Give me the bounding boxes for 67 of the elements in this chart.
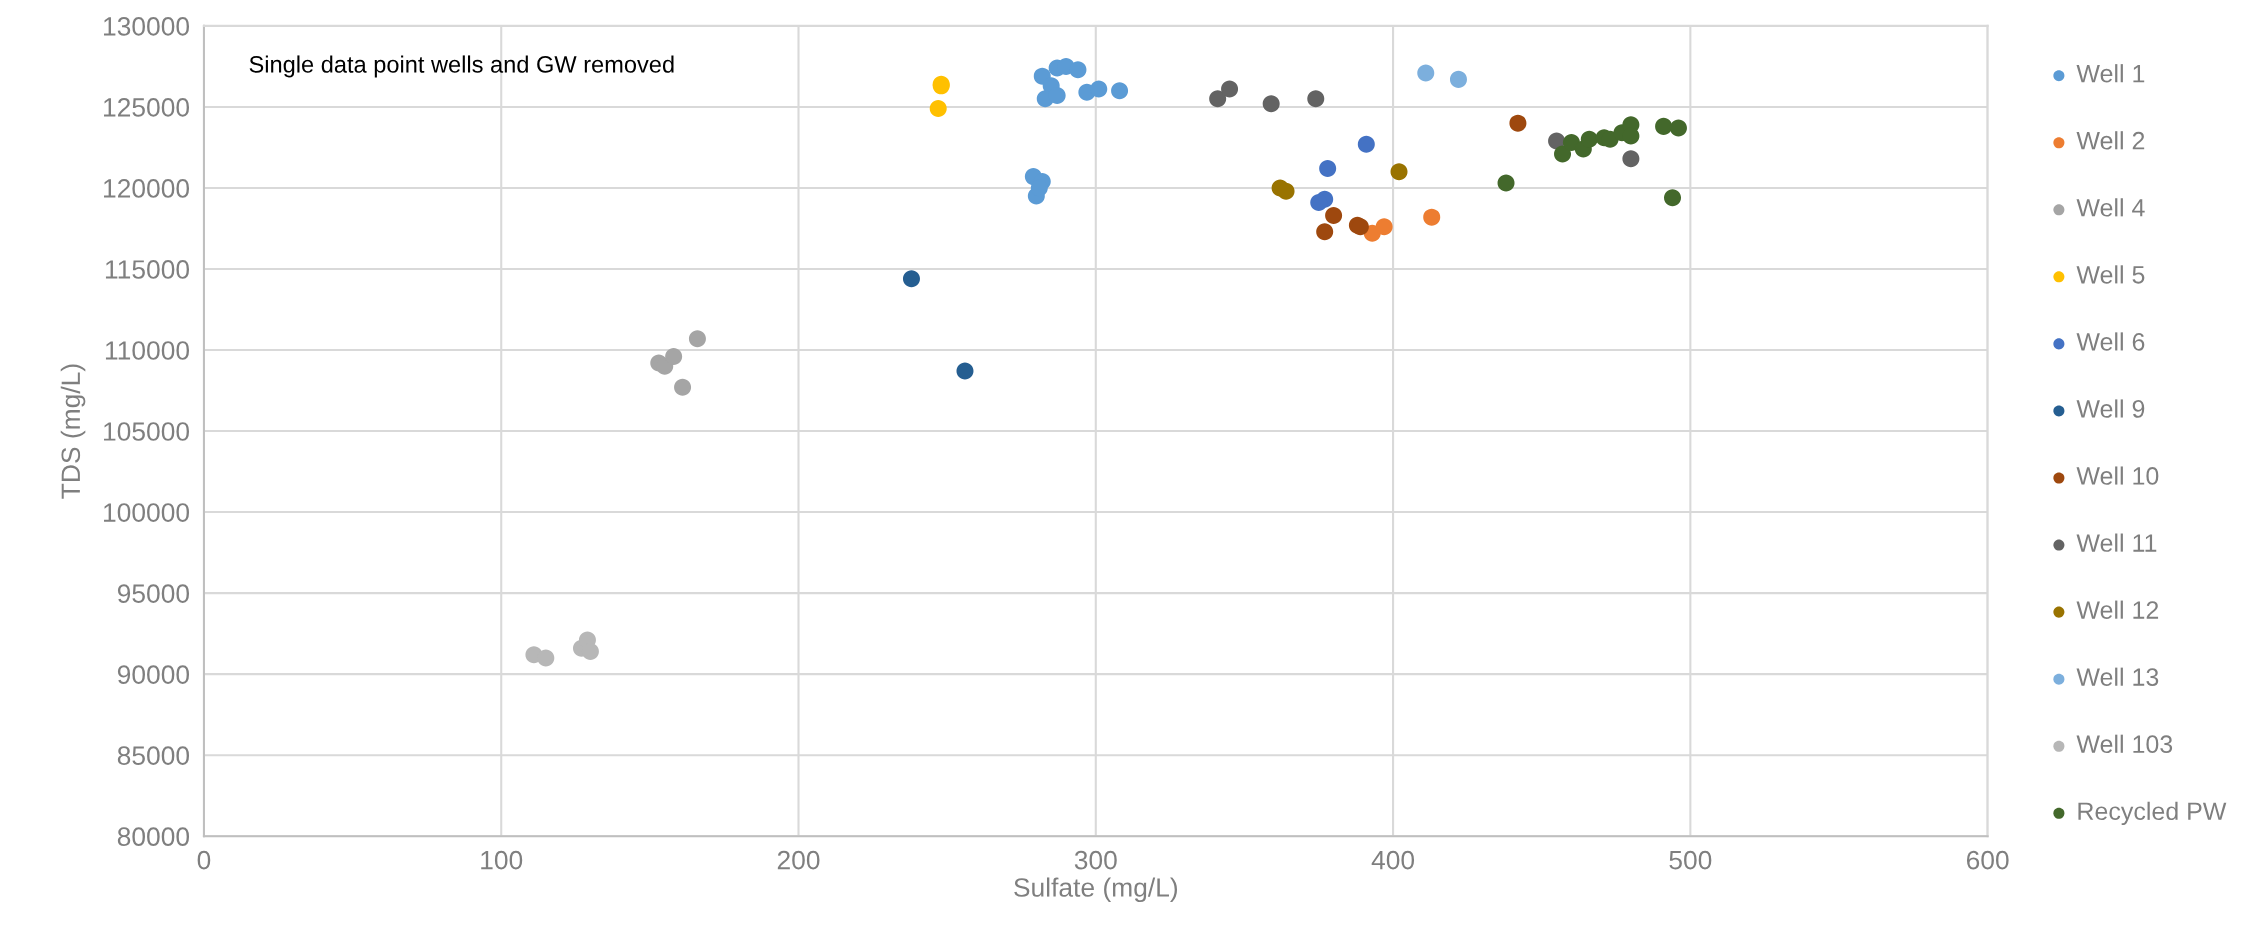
point bbox=[1655, 117, 1673, 135]
point bbox=[1111, 82, 1129, 100]
point bbox=[674, 378, 692, 396]
point bbox=[1221, 80, 1239, 98]
x-axis-title: Sulfate (mg/L) bbox=[1014, 877, 1178, 903]
x-tick-label: 0 bbox=[197, 850, 211, 870]
point bbox=[1090, 80, 1108, 98]
point bbox=[1580, 130, 1598, 148]
y-tick-label: 105000 bbox=[104, 422, 190, 441]
point bbox=[665, 348, 683, 366]
legend-label: Well 6 bbox=[2076, 332, 2145, 351]
point bbox=[1449, 70, 1467, 88]
point bbox=[1390, 163, 1408, 181]
legend-label: Well 5 bbox=[2076, 265, 2145, 284]
point bbox=[1277, 182, 1295, 200]
y-tick-label: 95000 bbox=[117, 584, 190, 603]
point bbox=[1554, 145, 1572, 163]
point bbox=[537, 649, 555, 667]
legend-label: Recycled PW bbox=[2078, 801, 2227, 826]
x-tick-label: 500 bbox=[1669, 850, 1712, 870]
point bbox=[1664, 189, 1682, 207]
legend-label: Well 13 bbox=[2076, 667, 2159, 686]
legend-label: Well 2 bbox=[2076, 131, 2145, 150]
x-tick-label: 200 bbox=[777, 850, 820, 870]
y-tick-label: 85000 bbox=[117, 746, 190, 765]
y-tick-label: 80000 bbox=[117, 827, 190, 847]
point bbox=[929, 100, 947, 118]
x-tick-label: 600 bbox=[1966, 850, 2009, 870]
y-tick-label: 120000 bbox=[104, 179, 190, 198]
point bbox=[1209, 90, 1227, 108]
legend-label: Well 1 bbox=[2076, 64, 2145, 83]
point bbox=[581, 642, 599, 660]
y-axis-title: TDS (mg/L) bbox=[60, 364, 86, 499]
legend-label: Well 12 bbox=[2076, 600, 2159, 619]
legend-label: Well 9 bbox=[2076, 399, 2145, 418]
y-tick-label: 125000 bbox=[104, 98, 190, 117]
point bbox=[688, 330, 706, 348]
point bbox=[1509, 114, 1527, 132]
legend-label: Well 103 bbox=[2076, 734, 2173, 754]
legend-label: Well 11 bbox=[2076, 533, 2157, 552]
point bbox=[902, 270, 920, 288]
x-tick-label: 400 bbox=[1371, 850, 1415, 870]
y-tick-label: 130000 bbox=[104, 17, 190, 36]
point bbox=[956, 362, 974, 380]
point bbox=[1423, 208, 1441, 226]
y-tick-label: 110000 bbox=[105, 341, 190, 360]
point bbox=[1310, 194, 1328, 212]
x-tick-label: 300 bbox=[1074, 850, 1117, 870]
y-tick-label: 90000 bbox=[117, 665, 190, 684]
point bbox=[1497, 174, 1515, 192]
x-tick-label: 100 bbox=[481, 850, 523, 870]
point bbox=[1375, 218, 1393, 236]
point bbox=[1316, 223, 1334, 241]
annotation: Single data point wells and GW removed bbox=[249, 55, 674, 78]
point bbox=[1069, 61, 1087, 79]
point bbox=[1669, 119, 1687, 137]
legend-label: Well 10 bbox=[2076, 466, 2159, 485]
point bbox=[1307, 90, 1325, 108]
point bbox=[1319, 160, 1337, 178]
point bbox=[1417, 64, 1435, 82]
y-tick-label: 100000 bbox=[104, 503, 190, 522]
point bbox=[1325, 207, 1343, 225]
point bbox=[1622, 150, 1640, 168]
point bbox=[1262, 95, 1280, 113]
legend-label: Well 4 bbox=[2076, 198, 2145, 217]
y-tick-label: 115000 bbox=[105, 260, 190, 279]
point bbox=[1357, 135, 1375, 153]
